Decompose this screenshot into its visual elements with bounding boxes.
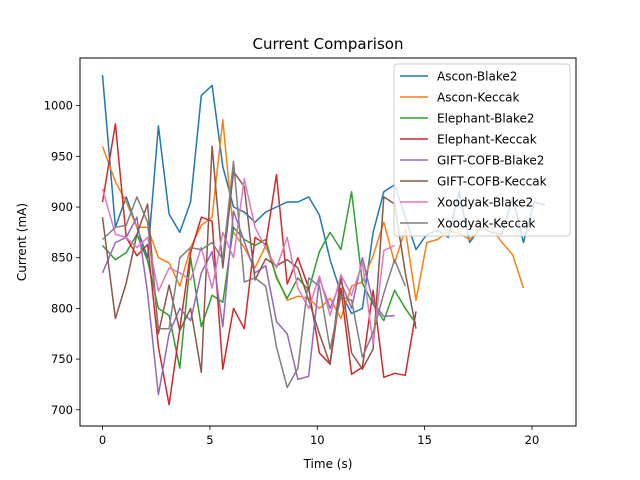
x-tick-label: 10 xyxy=(310,433,325,447)
series-line-7 xyxy=(101,177,395,345)
legend-entry: Xoodyak-Keccak xyxy=(437,217,535,231)
x-tick-label: 15 xyxy=(417,433,432,447)
legend: Ascon-Blake2 Ascon-Keccak Elephant-Blake2 E… xyxy=(393,63,571,237)
y-tick-label: 700 xyxy=(51,403,73,417)
y-tick-label: 900 xyxy=(51,200,73,214)
legend-entry: GIFT-COFB-Blake2 xyxy=(437,154,544,168)
x-tick-label: 20 xyxy=(525,433,540,447)
y-tick-label: 850 xyxy=(51,251,73,265)
y-axis-label: Current (mA) xyxy=(15,203,29,281)
legend-entry: Elephant-Blake2 xyxy=(437,112,535,126)
chart-title: Current Comparison xyxy=(253,35,404,53)
x-axis-label: Time (s) xyxy=(303,457,353,471)
plot-lines xyxy=(101,75,546,406)
y-tick-label: 1000 xyxy=(44,99,73,113)
x-axis: 0 5 10 15 20 xyxy=(99,426,539,447)
series-line-3 xyxy=(101,191,417,369)
x-tick-label: 0 xyxy=(99,433,106,447)
legend-entry: Ascon-Blake2 xyxy=(437,70,517,84)
series-line-8 xyxy=(101,160,406,389)
series-line-5 xyxy=(101,210,395,396)
series-line-1 xyxy=(101,75,546,315)
legend-entry: Elephant-Keccak xyxy=(437,133,537,147)
y-tick-label: 800 xyxy=(51,301,73,315)
x-tick-label: 5 xyxy=(206,433,213,447)
legend-entry: Ascon-Keccak xyxy=(437,91,520,105)
y-axis: 700 750 800 850 900 950 1000 xyxy=(44,99,80,417)
y-tick-label: 950 xyxy=(51,149,73,163)
y-tick-label: 750 xyxy=(51,352,73,366)
legend-entry: Xoodyak-Blake2 xyxy=(437,196,533,210)
plot-frame xyxy=(79,57,577,427)
legend-box xyxy=(393,63,571,237)
legend-entry: GIFT-COFB-Keccak xyxy=(437,175,547,189)
